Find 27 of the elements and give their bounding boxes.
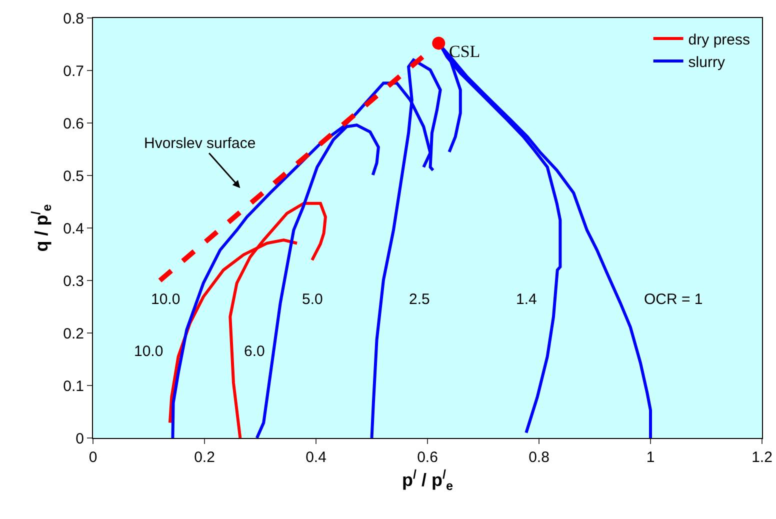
x-tick-label: 1	[646, 449, 655, 466]
legend-label: dry press	[688, 31, 750, 48]
y-tick-label: 0.7	[63, 62, 84, 80]
x-tick-label: 0.4	[306, 449, 326, 466]
annotation: 2.5	[409, 291, 430, 308]
y-tick-label: 0.2	[63, 325, 84, 342]
y-tick-label: 0	[76, 430, 84, 448]
x-tick-label: 0.6	[417, 449, 438, 466]
x-tick-label: 0.8	[528, 449, 550, 466]
x-tick-label: 0	[88, 449, 98, 466]
y-tick-label: 0.4	[63, 220, 84, 238]
annotation: 10.0	[151, 291, 180, 308]
y-tick-label: 0.6	[63, 115, 84, 132]
y-tick-label: 0.1	[63, 378, 84, 395]
annotation: 1.4	[516, 291, 537, 308]
x-tick-label: 1.2	[752, 449, 772, 466]
annotation: CSL	[449, 42, 480, 61]
annotation: 5.0	[302, 291, 323, 308]
y-tick-label: 0.5	[63, 168, 84, 185]
x-tick-label: 0.2	[194, 449, 215, 466]
annotation: Hvorslev surface	[144, 135, 256, 152]
y-tick-label: 0.8	[63, 10, 84, 28]
legend-label: slurry	[688, 54, 726, 71]
annotation: OCR = 1	[644, 291, 703, 308]
annotation: 10.0	[134, 343, 164, 360]
y-tick-label: 0.3	[63, 272, 84, 290]
annotation: 6.0	[244, 343, 265, 360]
